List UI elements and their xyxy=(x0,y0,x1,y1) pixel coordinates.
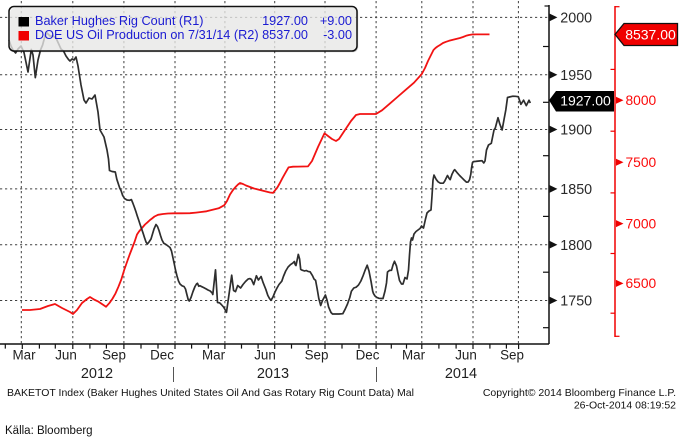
svg-text:Dec: Dec xyxy=(150,348,174,363)
svg-text:Mar: Mar xyxy=(402,348,426,363)
svg-text:Mar: Mar xyxy=(202,348,226,363)
svg-text:Mar: Mar xyxy=(12,348,36,363)
svg-text:8537.00: 8537.00 xyxy=(262,28,308,42)
svg-text:1750: 1750 xyxy=(560,294,592,310)
svg-text:1927.00: 1927.00 xyxy=(560,92,611,108)
svg-text:Jun: Jun xyxy=(55,348,77,363)
svg-text:1927.00: 1927.00 xyxy=(262,14,308,28)
svg-text:1800: 1800 xyxy=(560,238,592,254)
svg-text:Jun: Jun xyxy=(254,348,276,363)
svg-text:-3.00: -3.00 xyxy=(323,28,352,42)
svg-text:1950: 1950 xyxy=(560,68,592,84)
svg-text:BAKETOT Index (Baker Hughes Un: BAKETOT Index (Baker Hughes United State… xyxy=(7,387,414,399)
svg-text:7500: 7500 xyxy=(626,155,657,170)
svg-text:1900: 1900 xyxy=(560,123,592,139)
svg-text:Copyright© 2014 Bloomberg Fina: Copyright© 2014 Bloomberg Finance L.P. xyxy=(483,387,676,399)
svg-text:7000: 7000 xyxy=(626,216,657,231)
svg-text:Dec: Dec xyxy=(356,348,380,363)
svg-text:1850: 1850 xyxy=(560,182,592,198)
svg-text:2013: 2013 xyxy=(257,366,289,382)
svg-text:Sep: Sep xyxy=(102,348,126,363)
svg-text:Sep: Sep xyxy=(500,348,524,363)
svg-text:DOE US Oil Production on 7/31/: DOE US Oil Production on 7/31/14 (R2) xyxy=(35,28,259,42)
svg-text:8000: 8000 xyxy=(626,93,657,108)
svg-text:2012: 2012 xyxy=(81,366,113,382)
svg-text:Sep: Sep xyxy=(305,348,329,363)
svg-text:Jun: Jun xyxy=(455,348,477,363)
svg-text:2000: 2000 xyxy=(560,11,592,27)
svg-text:+9.00: +9.00 xyxy=(320,14,352,28)
svg-text:Källa: Bloomberg: Källa: Bloomberg xyxy=(5,425,93,437)
svg-text:6500: 6500 xyxy=(626,276,657,291)
svg-text:8537.00: 8537.00 xyxy=(625,26,676,42)
svg-text:26-Oct-2014 08:19:52: 26-Oct-2014 08:19:52 xyxy=(574,400,676,412)
svg-text:Baker Hughes Rig Count (R1): Baker Hughes Rig Count (R1) xyxy=(35,14,204,28)
svg-text:2014: 2014 xyxy=(445,366,477,382)
